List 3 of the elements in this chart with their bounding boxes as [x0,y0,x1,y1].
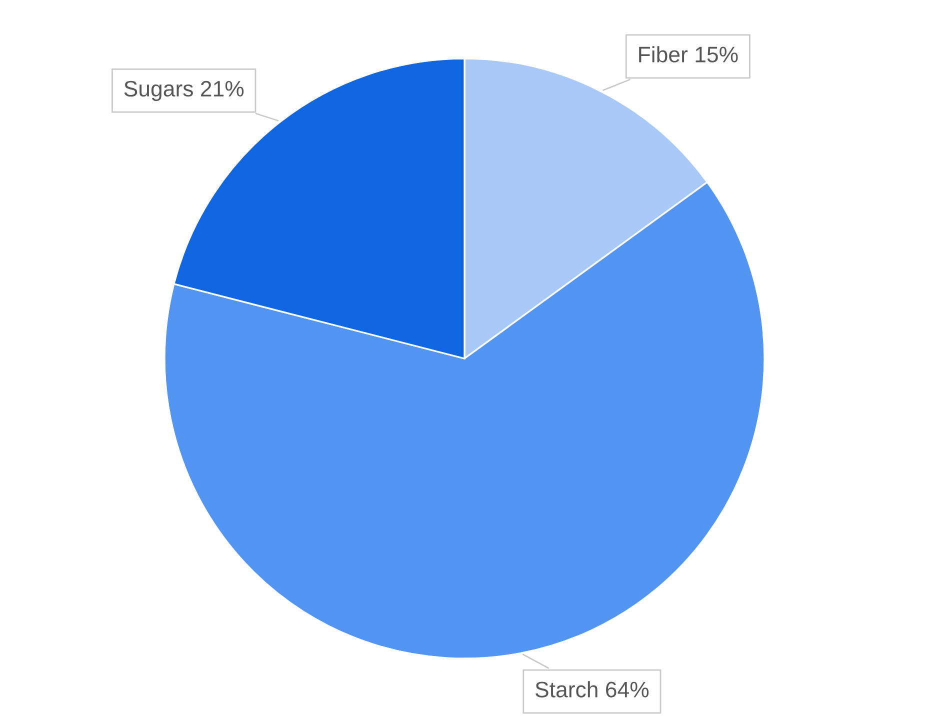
slice-label: Sugars 21% [124,80,244,101]
slice-label: Starch 64% [536,681,649,698]
slice-label: Fiber 15% [639,46,738,62]
